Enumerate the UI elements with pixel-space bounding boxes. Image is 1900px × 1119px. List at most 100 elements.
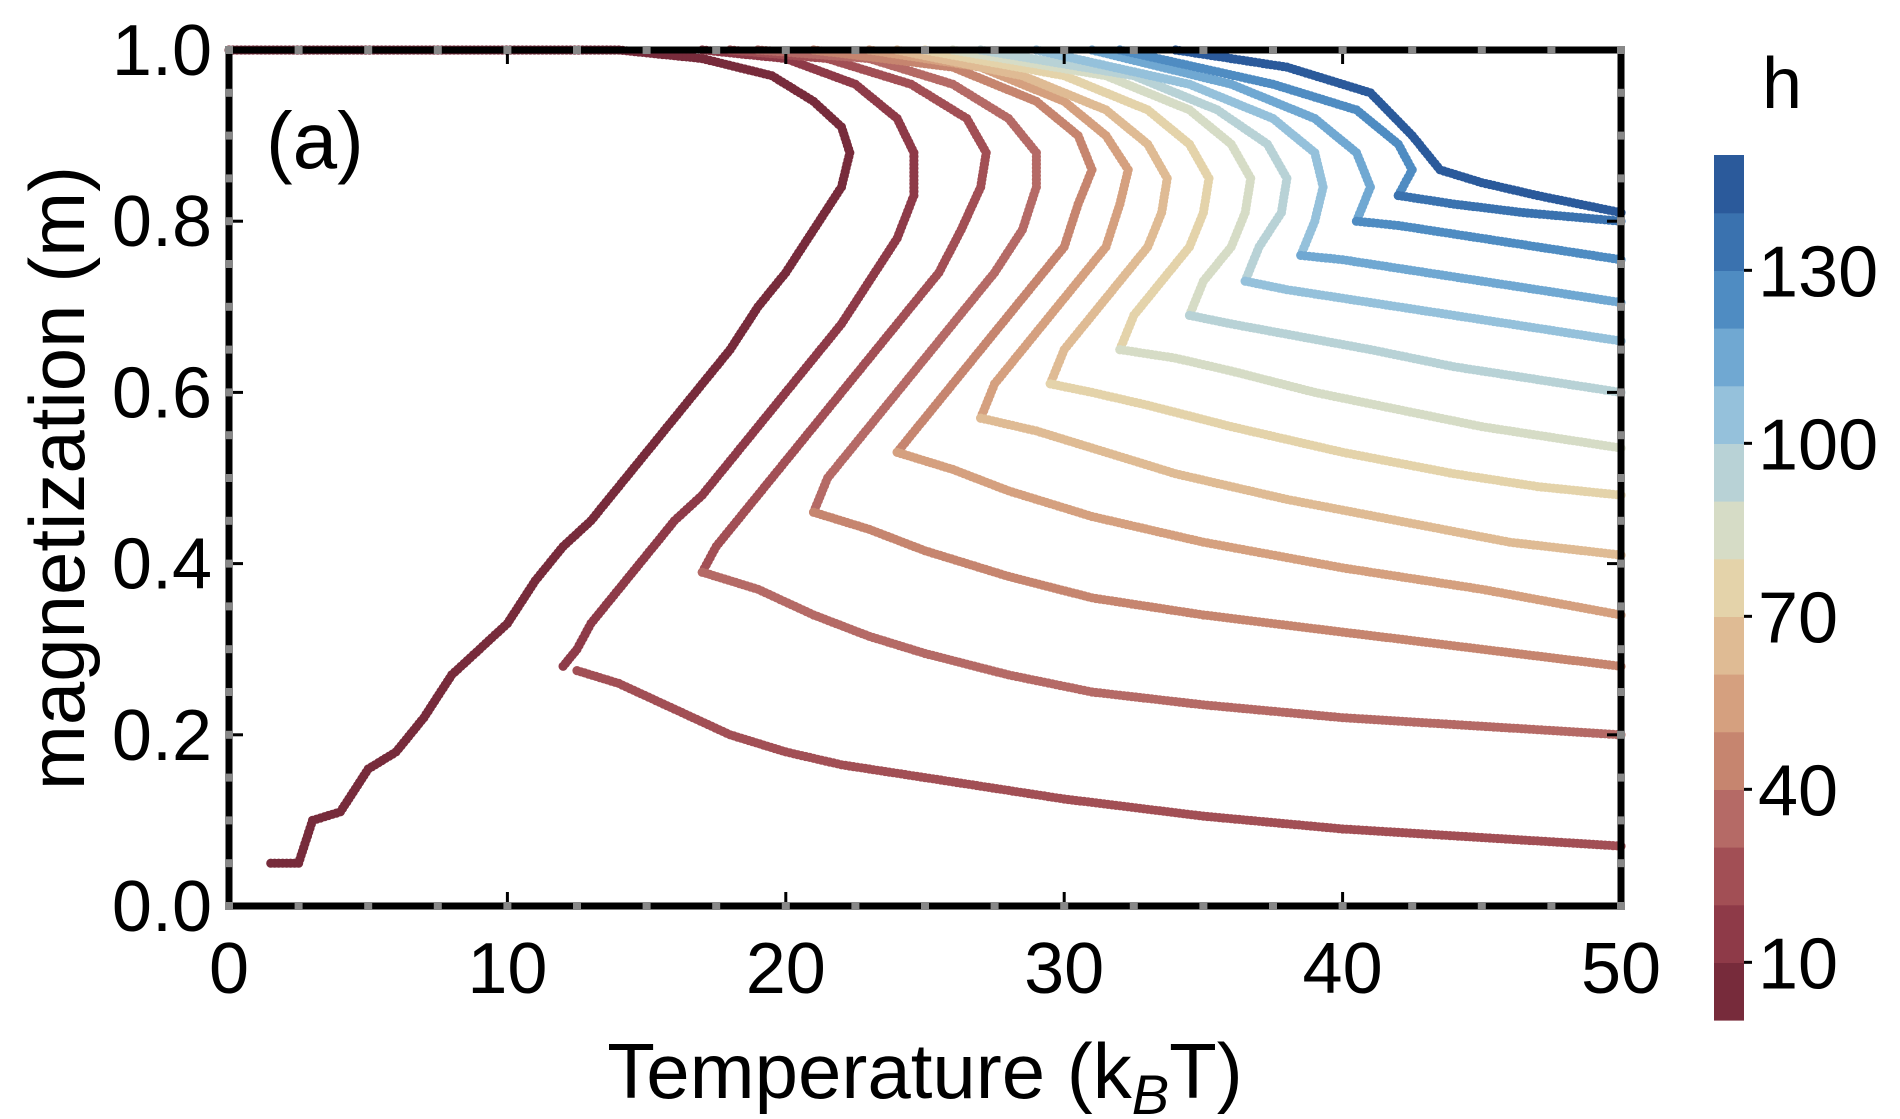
colorbar-title: h <box>1762 44 1802 124</box>
x-minor-tick <box>1129 902 1138 910</box>
x-minor-tick <box>1408 902 1417 910</box>
x-minor-tick <box>712 902 721 910</box>
colorbar-segment <box>1714 501 1744 560</box>
y-tick-label: 0.2 <box>112 696 212 776</box>
plot-area <box>224 45 1626 868</box>
x-minor-tick <box>781 902 790 910</box>
x-minor-tick-top <box>1199 46 1208 54</box>
x-minor-tick-top <box>503 46 512 54</box>
x-minor-tick-top <box>990 46 999 54</box>
x-axis-label-subscript: B <box>1132 1063 1169 1119</box>
x-axis-label: Temperature (kBT) <box>607 1027 1243 1119</box>
y-minor-tick-right <box>1617 88 1625 97</box>
y-minor-tick <box>225 217 233 226</box>
x-minor-tick-top <box>573 46 581 54</box>
series-h=85b <box>1184 310 1626 397</box>
series-h=120b <box>1351 216 1626 265</box>
colorbar-segment <box>1714 904 1744 963</box>
y-minor-tick <box>225 730 233 739</box>
y-minor-tick-right <box>1617 516 1625 525</box>
x-tick-label: 0 <box>209 929 249 1009</box>
series-h=25b <box>697 567 1626 740</box>
y-minor-tick <box>225 88 233 97</box>
y-minor-tick <box>225 431 233 440</box>
colorbar-ticks: 10 40 70 100 130 <box>1744 232 1878 1004</box>
y-minor-tick-right <box>1617 730 1625 739</box>
series-h=45b <box>892 447 1626 620</box>
y-minor-tick-right <box>1617 816 1625 825</box>
colorbar-segment <box>1714 212 1744 271</box>
colorbar-segment <box>1714 328 1744 387</box>
y-minor-tick-right <box>1617 859 1625 868</box>
colorbar-segment <box>1714 270 1744 329</box>
y-tick-label: 0.0 <box>112 867 212 947</box>
colorbar-tick-label: 100 <box>1758 405 1878 485</box>
x-minor-tick-top <box>781 46 790 54</box>
x-minor-tick <box>1269 902 1277 910</box>
x-minor-tick <box>921 902 929 910</box>
y-minor-tick-right <box>1617 174 1625 183</box>
y-minor-tick <box>225 131 233 140</box>
y-minor-tick-right <box>1617 902 1625 910</box>
y-tick-label: 0.6 <box>112 353 212 433</box>
y-minor-tick <box>225 474 233 482</box>
y-tick-label: 0.8 <box>112 182 212 262</box>
colorbar-segment <box>1714 731 1744 790</box>
x-axis-label-main: Temperature (k <box>607 1027 1133 1115</box>
y-minor-tick-right <box>1617 474 1625 482</box>
y-minor-tick <box>225 902 233 910</box>
colorbar-segment <box>1714 674 1744 733</box>
y-minor-tick <box>225 559 233 568</box>
colorbar-segment <box>1714 616 1744 675</box>
colorbar-segment <box>1714 443 1744 502</box>
x-minor-tick-top <box>1408 46 1417 54</box>
y-tick-label: 0.4 <box>112 525 212 605</box>
y-minor-tick <box>225 773 233 782</box>
colorbar-tick-label: 40 <box>1758 751 1838 831</box>
y-minor-tick <box>225 345 233 354</box>
series-h=15b <box>572 666 1626 851</box>
y-tick-label: 1.0 <box>112 11 212 91</box>
colorbar-segment <box>1714 847 1744 906</box>
y-minor-tick <box>225 260 233 268</box>
y-minor-tick <box>225 516 233 525</box>
x-tick-label: 30 <box>1024 929 1104 1009</box>
y-minor-tick <box>225 174 233 183</box>
x-minor-tick <box>642 902 651 910</box>
x-minor-tick <box>573 902 581 910</box>
y-minor-tick-right <box>1617 773 1625 782</box>
x-tick-label: 50 <box>1581 929 1661 1009</box>
x-minor-tick <box>1338 902 1347 910</box>
x-minor-tick-top <box>1338 46 1347 54</box>
y-minor-tick <box>225 602 233 611</box>
y-minor-tick <box>225 859 233 868</box>
y-axis-label: magnetization (m) <box>13 166 101 790</box>
y-minor-tick-right <box>1617 559 1625 568</box>
y-minor-tick-right <box>1617 46 1625 54</box>
x-minor-tick <box>294 902 303 910</box>
x-minor-tick <box>503 902 512 910</box>
x-tick-label: 40 <box>1303 929 1383 1009</box>
panel-label: (a) <box>266 96 364 185</box>
x-minor-tick <box>433 902 442 910</box>
y-minor-tick-right <box>1617 260 1625 268</box>
colorbar-segment <box>1714 789 1744 848</box>
y-minor-tick-right <box>1617 345 1625 354</box>
colorbar-tick-label: 70 <box>1758 578 1838 658</box>
y-minor-tick <box>225 46 233 54</box>
x-minor-tick-top <box>1477 46 1486 54</box>
colorbar-segment <box>1714 385 1744 444</box>
series-h=5 <box>224 45 855 868</box>
x-minor-tick-top <box>1547 46 1556 54</box>
x-minor-tick-top <box>642 46 651 54</box>
y-minor-tick-right <box>1617 388 1625 397</box>
x-axis-label-end: T) <box>1169 1027 1243 1115</box>
x-minor-tick-top <box>712 46 721 54</box>
x-minor-tick <box>990 902 999 910</box>
y-minor-tick <box>225 816 233 825</box>
x-minor-tick-top <box>364 46 373 54</box>
x-minor-tick-top <box>851 46 860 54</box>
colorbar-tick-label: 130 <box>1758 232 1878 312</box>
series-h=15 <box>558 45 919 671</box>
